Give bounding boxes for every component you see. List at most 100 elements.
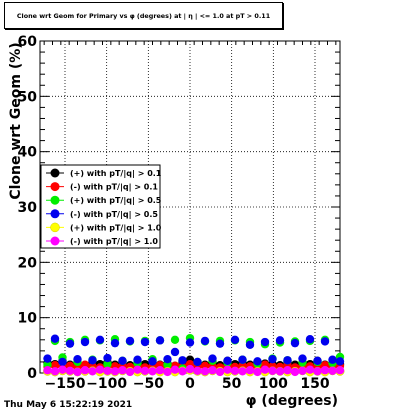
axes: −150 −100 −50 0 50 100 150 0 10 20 30 40 50 60 — [18, 34, 341, 392]
legend-marker — [50, 209, 60, 219]
legend: (+) with pT/|q| > 0.1 (-) with pT/|q| > 0… — [40, 164, 162, 249]
x-tick-label: −100 — [86, 376, 127, 392]
data-point — [313, 356, 322, 366]
data-point — [170, 335, 180, 344]
data-point — [268, 354, 277, 364]
data-point — [50, 334, 60, 343]
data-point — [65, 366, 75, 375]
data-point — [223, 365, 232, 374]
data-point — [290, 367, 300, 377]
data-point — [103, 359, 112, 369]
legend-entry: (-) with pT/|q| > 1.0 — [70, 237, 158, 246]
legend-entry: (+) with pT/|q| > 0.5 — [70, 196, 162, 205]
legend-marker — [50, 222, 60, 233]
legend-marker — [50, 182, 60, 192]
data-point — [275, 336, 285, 345]
data-point — [95, 365, 105, 374]
data-point — [73, 367, 82, 377]
legend-marker — [50, 195, 60, 205]
data-point — [43, 354, 52, 363]
data-point — [320, 337, 330, 346]
y-tick-label: 30 — [18, 200, 38, 216]
data-point — [200, 336, 210, 346]
data-point — [58, 365, 67, 374]
data-point — [335, 366, 345, 375]
data-point — [170, 365, 180, 374]
data-point — [305, 365, 315, 374]
data-point — [163, 367, 172, 377]
data-point — [298, 354, 307, 363]
data-point — [80, 366, 90, 375]
legend-entry: (+) with pT/|q| > 0.1 — [70, 169, 162, 178]
data-point — [133, 355, 142, 364]
data-point — [178, 367, 187, 376]
data-point — [148, 357, 157, 366]
data-point — [110, 367, 120, 376]
data-point — [103, 353, 112, 363]
data-point — [328, 366, 337, 375]
data-point — [155, 336, 165, 345]
data-point — [58, 357, 67, 367]
data-point — [148, 367, 157, 376]
x-tick-label: 50 — [222, 376, 242, 392]
x-tick-label: 0 — [185, 376, 195, 392]
data-point — [275, 367, 285, 376]
data-point — [208, 366, 217, 375]
data-point — [253, 367, 262, 377]
data-point — [193, 357, 202, 367]
data-point — [133, 365, 142, 374]
footer-timestamp: Thu May 6 15:22:19 2021 — [4, 400, 133, 410]
data-point — [305, 335, 315, 344]
data-point — [290, 338, 300, 348]
grid — [40, 41, 340, 373]
y-tick-label: 10 — [18, 311, 38, 327]
data-point — [88, 367, 97, 376]
x-tick-label: 100 — [259, 376, 288, 392]
legend-entry: (-) with pT/|q| > 0.5 — [70, 210, 158, 219]
legend-entry: (+) with pT/|q| > 1.0 — [70, 223, 162, 232]
data-point — [118, 356, 127, 366]
y-tick-label: 20 — [18, 255, 38, 271]
data-points — [43, 333, 345, 377]
x-tick-label: 150 — [300, 376, 329, 392]
data-point — [80, 337, 90, 347]
x-tick-label: −50 — [133, 376, 164, 392]
data-point — [283, 356, 292, 365]
data-point — [43, 366, 52, 375]
y-axis-label: Clone wrt Geom (%) — [8, 42, 24, 199]
data-point — [313, 367, 322, 376]
data-point — [320, 366, 330, 375]
x-axis-label: φ (degrees) — [246, 393, 338, 409]
data-point — [170, 347, 180, 357]
data-point — [125, 336, 135, 346]
y-tick-label: 50 — [18, 89, 38, 105]
data-point — [185, 364, 195, 374]
x-tick-label: −150 — [45, 376, 86, 392]
data-point — [185, 338, 195, 347]
data-point — [103, 366, 112, 375]
data-point — [238, 355, 247, 364]
data-point — [260, 337, 270, 347]
data-point — [335, 357, 345, 366]
data-point — [260, 365, 270, 374]
data-point — [73, 354, 82, 364]
chart-title: Clone wrt Geom for Primary vs φ (degrees… — [16, 12, 271, 20]
data-point — [163, 354, 172, 364]
y-tick-label: 40 — [18, 145, 38, 161]
data-point — [223, 356, 232, 366]
data-point — [50, 367, 60, 376]
data-point — [230, 366, 240, 375]
data-point — [238, 367, 247, 376]
data-point — [50, 361, 60, 370]
y-tick-label: 60 — [18, 34, 38, 50]
data-point — [88, 356, 97, 365]
data-point — [200, 367, 210, 376]
data-point — [193, 366, 202, 375]
data-point — [208, 354, 217, 363]
title-box: Clone wrt Geom for Primary vs φ (degrees… — [4, 2, 283, 29]
legend-box — [40, 164, 161, 249]
data-point — [253, 357, 262, 366]
data-point — [215, 339, 225, 348]
data-point — [110, 338, 120, 348]
